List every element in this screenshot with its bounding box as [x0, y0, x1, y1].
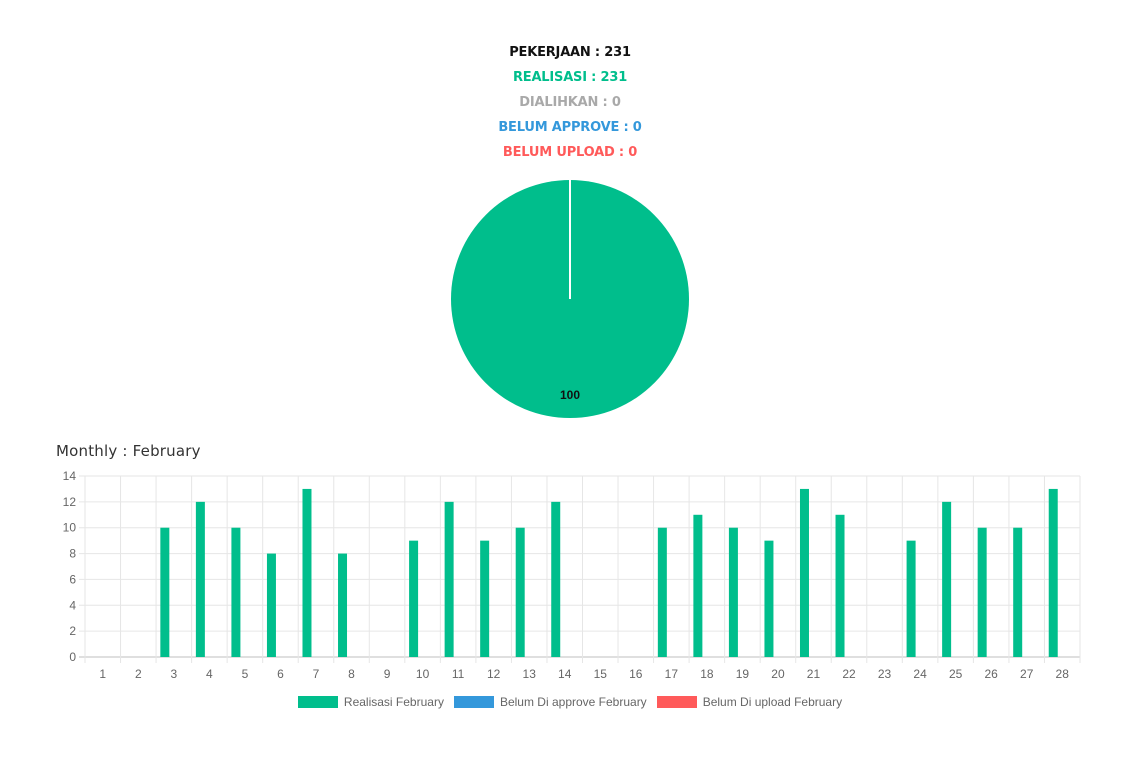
legend-swatch-realisasi: [297, 696, 338, 708]
x-tick-label: 8: [348, 667, 355, 681]
x-tick-label: 25: [949, 667, 963, 681]
bar-realisasi-february[interactable]: [835, 514, 845, 657]
x-tick-label: 27: [1020, 667, 1034, 681]
x-tick-label: 12: [487, 667, 501, 681]
realisasi-total: REALISASI : 231: [512, 70, 628, 85]
x-tick-label: 4: [206, 667, 213, 681]
dialihkan-total: DIALIHKAN : 0: [519, 95, 621, 110]
y-tick-label: 8: [69, 547, 76, 561]
x-tick-label: 28: [1056, 667, 1070, 681]
bar-realisasi-february[interactable]: [657, 527, 667, 657]
legend-label-belum-approve: Belum Di approve February: [499, 695, 647, 709]
x-tick-label: 17: [665, 667, 679, 681]
bar-realisasi-february[interactable]: [1013, 527, 1023, 657]
bar-realisasi-february[interactable]: [799, 488, 809, 657]
bar-realisasi-february[interactable]: [160, 527, 170, 657]
x-tick-label: 10: [416, 667, 430, 681]
belum-upload-total: BELUM UPLOAD : 0: [502, 145, 638, 160]
y-tick-label: 12: [63, 495, 77, 509]
x-tick-label: 19: [736, 667, 750, 681]
bar-realisasi-february[interactable]: [515, 527, 525, 657]
y-tick-label: 2: [69, 624, 76, 638]
bar-realisasi-february[interactable]: [1048, 488, 1058, 657]
bar-realisasi-february[interactable]: [195, 501, 205, 657]
x-tick-label: 16: [629, 667, 643, 681]
bar-realisasi-february[interactable]: [444, 501, 454, 657]
legend-swatch-belum-upload: [656, 696, 697, 708]
x-tick-label: 6: [277, 667, 284, 681]
summary-block: PEKERJAAN : 231 REALISASI : 231 DIALIHKA…: [0, 40, 1140, 165]
x-tick-label: 21: [807, 667, 821, 681]
x-tick-label: 14: [558, 667, 572, 681]
x-tick-label: 2: [135, 667, 142, 681]
x-tick-label: 20: [771, 667, 785, 681]
x-tick-label: 1: [99, 667, 106, 681]
y-tick-label: 14: [63, 469, 77, 483]
bar-realisasi-february[interactable]: [231, 527, 241, 657]
x-tick-label: 18: [700, 667, 714, 681]
bar-realisasi-february[interactable]: [409, 540, 419, 657]
pie-chart-svg: 100: [451, 180, 689, 418]
legend-item-belum-upload[interactable]: Belum Di upload February: [656, 695, 843, 709]
legend-label-realisasi: Realisasi February: [343, 695, 444, 709]
bar-realisasi-february[interactable]: [942, 501, 952, 657]
legend-swatch-belum-approve: [453, 696, 494, 708]
bar-realisasi-february[interactable]: [266, 553, 276, 657]
legend-label-belum-upload: Belum Di upload February: [702, 695, 843, 709]
y-tick-label: 6: [69, 572, 76, 586]
belum-approve-total: BELUM APPROVE : 0: [498, 120, 642, 135]
pekerjaan-total: PEKERJAAN : 231: [509, 45, 631, 60]
pie-chart: 100: [446, 175, 694, 423]
x-tick-label: 7: [313, 667, 320, 681]
bar-realisasi-february[interactable]: [728, 527, 738, 657]
bar-realisasi-february[interactable]: [338, 553, 348, 657]
chart-legend: Realisasi February Belum Di approve Febr…: [0, 695, 1140, 709]
bar-chart: 0 2 4 6 8 10 12 14 1 2 3 4 5 6 7 8 9 10 11 12 13 14 15 16 17 18 19…: [50, 462, 1090, 692]
y-tick-label: 10: [63, 521, 77, 535]
y-tick-label: 0: [69, 650, 76, 664]
bar-realisasi-february[interactable]: [302, 488, 312, 657]
y-tick-label: 4: [69, 598, 76, 612]
legend-item-realisasi[interactable]: Realisasi February: [297, 695, 444, 709]
x-tick-label: 15: [594, 667, 608, 681]
monthly-chart-title: Monthly : February: [56, 442, 201, 460]
bar-realisasi-february[interactable]: [977, 527, 987, 657]
bar-realisasi-february[interactable]: [693, 514, 703, 657]
x-tick-label: 13: [523, 667, 537, 681]
x-tick-label: 24: [913, 667, 927, 681]
x-tick-label: 11: [452, 667, 465, 681]
x-tick-label: 5: [242, 667, 249, 681]
bar-realisasi-february[interactable]: [764, 540, 774, 657]
x-tick-label: 9: [384, 667, 391, 681]
legend-item-belum-approve[interactable]: Belum Di approve February: [453, 695, 647, 709]
bar-realisasi-february[interactable]: [906, 540, 916, 657]
bar-realisasi-february[interactable]: [480, 540, 490, 657]
x-tick-label: 23: [878, 667, 892, 681]
x-tick-label: 22: [842, 667, 856, 681]
pie-data-label: 100: [560, 388, 580, 402]
x-tick-label: 26: [984, 667, 998, 681]
bar-realisasi-february[interactable]: [551, 501, 561, 657]
x-tick-label: 3: [170, 667, 177, 681]
